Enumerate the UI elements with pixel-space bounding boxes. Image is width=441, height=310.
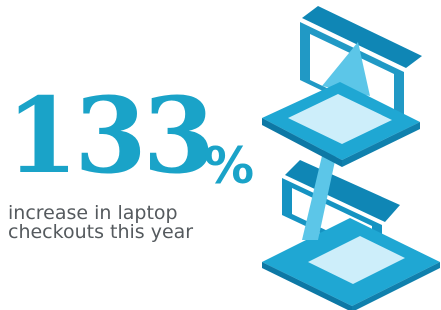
caption-line: increase in laptop <box>8 203 178 223</box>
infographic: 133 % increase in laptop checkouts this … <box>0 0 441 310</box>
stat-unit: % <box>204 140 254 192</box>
caption-line: checkouts this year <box>8 222 193 242</box>
stat-number: 133 <box>6 84 211 188</box>
